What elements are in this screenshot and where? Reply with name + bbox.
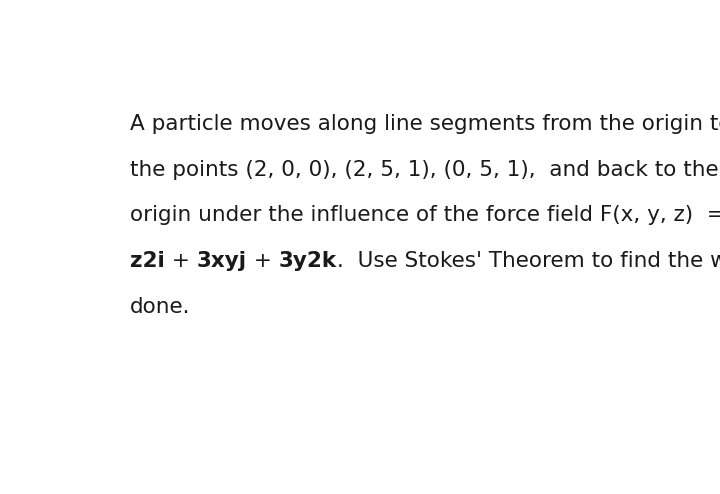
Text: 3xyj: 3xyj <box>197 251 247 271</box>
Text: +: + <box>165 251 197 271</box>
Text: the points (2, 0, 0), (2, 5, 1), (0, 5, 1),  and back to the: the points (2, 0, 0), (2, 5, 1), (0, 5, … <box>130 160 719 180</box>
Text: 3y2k: 3y2k <box>279 251 336 271</box>
Text: done.: done. <box>130 296 191 317</box>
Text: +: + <box>247 251 279 271</box>
Text: origin under the influence of the force field F(x, y, z)  =: origin under the influence of the force … <box>130 205 720 225</box>
Text: A particle moves along line segments from the origin to: A particle moves along line segments fro… <box>130 114 720 134</box>
Text: z2i: z2i <box>130 251 165 271</box>
Text: .  Use Stokes' Theorem to find the work: . Use Stokes' Theorem to find the work <box>336 251 720 271</box>
